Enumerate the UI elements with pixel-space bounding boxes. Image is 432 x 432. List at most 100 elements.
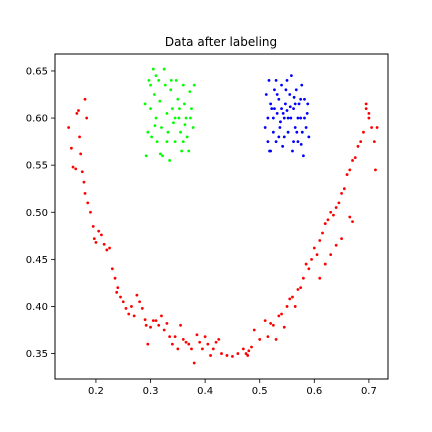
data-point-s2-6: [271, 130, 275, 134]
data-point-s0-15: [91, 224, 95, 228]
data-point-s2-59: [306, 102, 310, 106]
data-point-s2-14: [282, 116, 286, 120]
data-point-s0-45: [165, 322, 169, 325]
data-point-s0-74: [252, 328, 256, 332]
y-tick-label: 0.65: [26, 66, 48, 77]
data-point-s2-45: [284, 88, 288, 92]
data-point-s1-45: [183, 123, 187, 127]
data-point-s0-110: [356, 144, 360, 148]
data-point-s0-53: [187, 342, 191, 346]
data-point-s2-18: [288, 93, 292, 96]
data-point-s0-8: [80, 170, 84, 174]
data-point-s1-23: [174, 78, 178, 82]
data-point-s0-24: [113, 276, 117, 280]
x-tick-label: 0.6: [306, 386, 322, 397]
data-point-s0-102: [334, 206, 338, 209]
data-point-s2-5: [270, 107, 274, 111]
data-point-s0-26: [116, 286, 120, 290]
data-point-s0-125: [329, 253, 333, 257]
data-point-s1-7: [152, 93, 156, 96]
data-point-s0-22: [108, 246, 111, 250]
data-point-s0-76: [263, 319, 267, 322]
data-point-s1-27: [180, 149, 184, 153]
data-point-s1-15: [163, 83, 167, 87]
data-point-s1-26: [179, 130, 182, 134]
y-tick-label: 0.55: [26, 161, 48, 172]
data-point-s0-9: [82, 180, 86, 184]
data-point-s0-23: [110, 267, 114, 271]
data-point-s0-104: [340, 192, 343, 195]
data-point-s0-126: [323, 262, 327, 266]
data-point-s0-123: [340, 237, 343, 241]
data-point-s0-25: [115, 290, 119, 294]
data-point-s2-3: [267, 78, 271, 82]
data-point-s0-18: [97, 229, 101, 233]
data-point-s0-71: [246, 354, 250, 357]
data-point-s0-79: [271, 323, 275, 327]
data-point-s2-36: [289, 74, 293, 78]
data-point-s1-30: [184, 116, 188, 120]
data-point-s1-14: [162, 67, 166, 71]
data-point-s0-62: [211, 347, 215, 351]
data-point-s0-44: [162, 328, 166, 332]
data-point-s0-58: [200, 347, 204, 351]
data-point-s0-111: [359, 140, 363, 144]
data-point-s0-56: [195, 333, 199, 337]
data-point-s2-37: [296, 116, 300, 120]
data-point-s0-124: [334, 243, 338, 247]
data-point-s1-24: [176, 97, 180, 101]
data-point-s0-73: [250, 345, 253, 349]
y-tick-label: 0.50: [26, 208, 48, 219]
data-point-s1-11: [158, 99, 162, 103]
data-point-s1-36: [192, 83, 196, 87]
data-point-s2-40: [286, 116, 290, 120]
data-point-s0-75: [258, 338, 262, 341]
data-point-s0-127: [318, 276, 322, 280]
data-point-s0-96: [318, 239, 322, 242]
data-point-s0-107: [348, 168, 352, 172]
data-point-s0-85: [288, 297, 292, 301]
data-point-s0-7: [79, 152, 83, 156]
data-point-s2-33: [266, 140, 270, 144]
data-point-s1-20: [170, 107, 174, 111]
data-point-s2-25: [297, 102, 301, 106]
data-point-s0-119: [364, 102, 368, 106]
data-point-s2-46: [292, 140, 295, 144]
data-point-s0-29: [124, 306, 128, 310]
plot-frame: [54, 53, 389, 380]
data-point-s0-40: [151, 319, 155, 322]
data-point-s0-61: [209, 354, 212, 357]
data-point-s2-22: [293, 126, 297, 129]
data-point-s1-5: [150, 135, 154, 139]
data-point-s0-34: [138, 300, 142, 304]
data-point-s1-31: [185, 135, 189, 139]
data-point-s0-72: [247, 349, 251, 353]
data-point-s1-47: [153, 124, 157, 127]
data-point-s0-31: [130, 305, 133, 308]
data-point-s0-94: [312, 246, 316, 250]
data-point-s0-65: [220, 352, 223, 355]
data-point-s1-41: [158, 152, 162, 156]
data-point-s0-82: [280, 312, 283, 316]
data-point-s1-44: [178, 107, 181, 111]
data-point-s2-56: [285, 109, 289, 112]
data-point-s1-46: [188, 116, 192, 120]
data-point-s2-20: [291, 149, 294, 153]
data-point-s2-54: [273, 107, 276, 111]
data-point-s2-16: [285, 78, 289, 82]
data-point-s1-2: [146, 130, 150, 134]
data-point-s1-4: [149, 107, 152, 111]
data-point-s2-31: [305, 111, 309, 115]
data-point-s0-66: [225, 354, 229, 357]
data-point-s1-43: [169, 78, 173, 82]
x-axis: 0.2 0.3 0.4 0.5 0.6 0.7: [88, 379, 377, 397]
data-point-s0-52: [184, 340, 188, 344]
data-point-s0-3: [74, 167, 78, 171]
data-point-s0-42: [157, 323, 161, 327]
data-point-s2-26: [299, 116, 303, 120]
data-point-s0-41: [154, 319, 158, 322]
data-point-s2-57: [292, 95, 296, 99]
data-point-s0-88: [296, 288, 300, 291]
y-axis: 0.35 0.40 0.45 0.50 0.55 0.60 0.65: [26, 66, 55, 360]
data-point-s0-120: [367, 111, 371, 115]
